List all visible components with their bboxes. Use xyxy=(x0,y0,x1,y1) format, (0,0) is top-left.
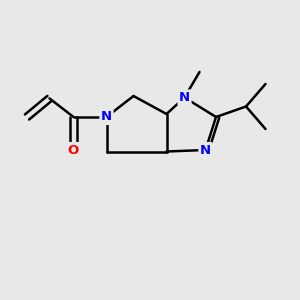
Text: O: O xyxy=(68,143,79,157)
Text: N: N xyxy=(101,110,112,124)
Text: N: N xyxy=(200,143,211,157)
Text: N: N xyxy=(179,91,190,104)
